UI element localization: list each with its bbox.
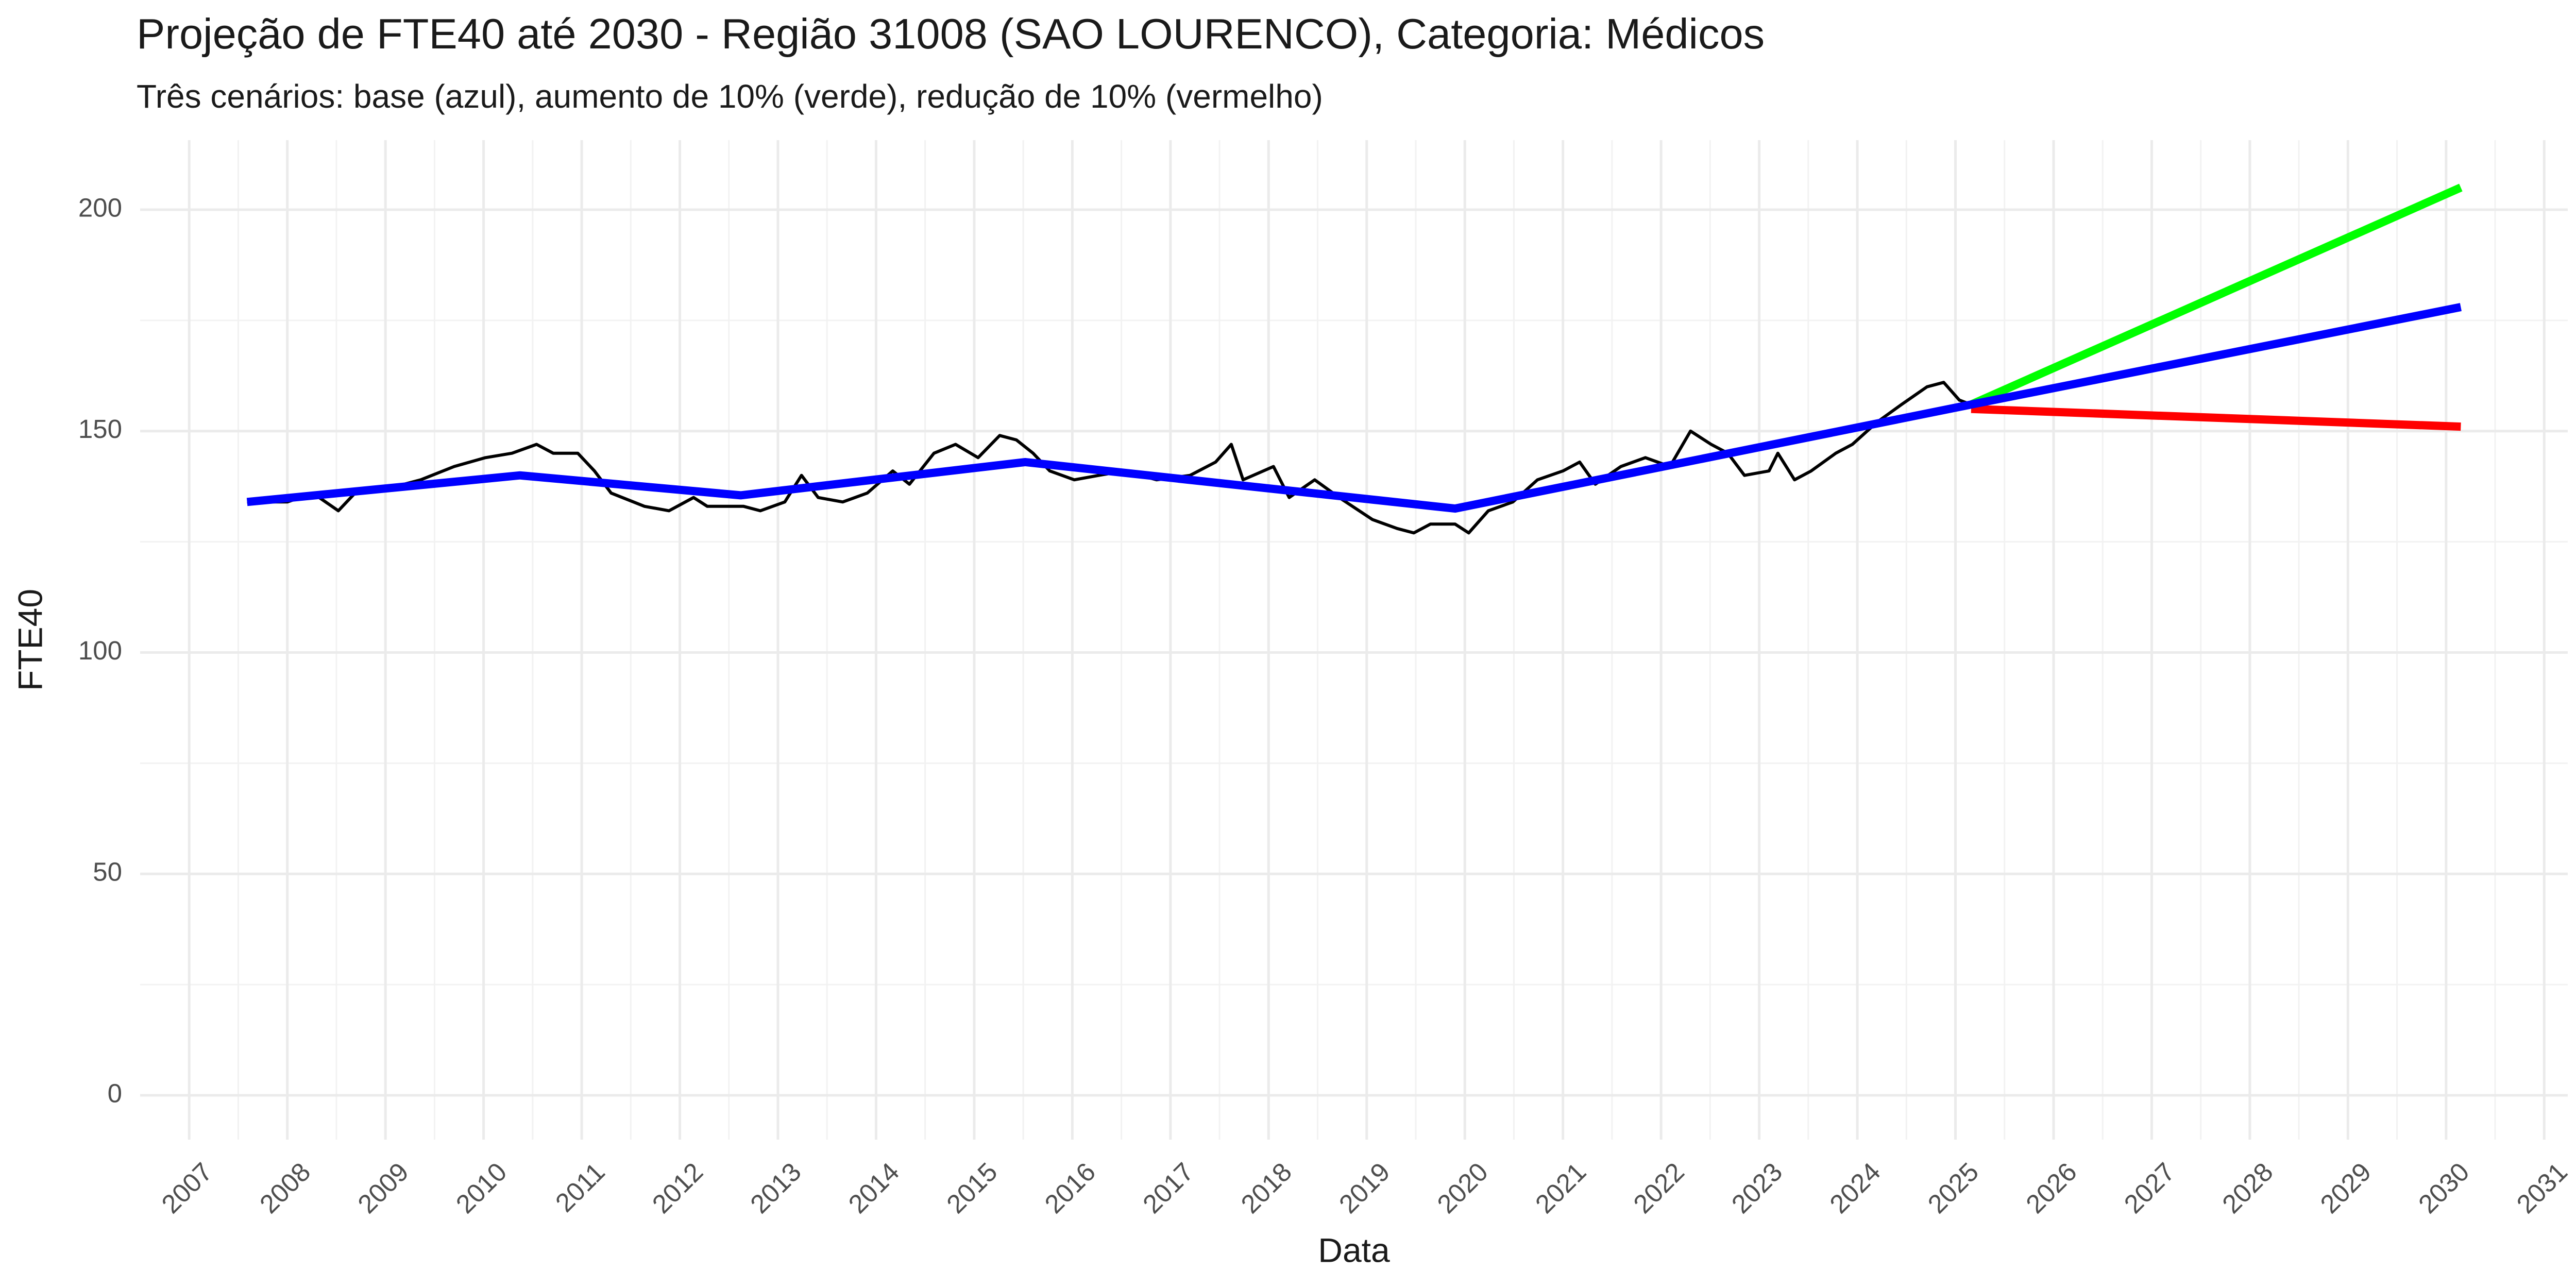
x-tick-label: 2011: [550, 1157, 611, 1217]
x-tick-label: 2030: [2413, 1157, 2475, 1219]
grid: [140, 140, 2568, 1140]
x-tick-label: 2012: [647, 1157, 709, 1219]
x-axis-label: Data: [1318, 1231, 1390, 1269]
x-tick-label: 2013: [744, 1157, 807, 1219]
y-tick-label: 200: [78, 193, 122, 222]
x-tick-label: 2008: [254, 1157, 316, 1219]
x-tick-label: 2016: [1039, 1157, 1101, 1219]
x-tick-label: 2029: [2315, 1157, 2377, 1219]
chart-title: Projeção de FTE40 até 2030 - Região 3100…: [137, 10, 1765, 58]
x-tick-label: 2027: [2119, 1157, 2181, 1219]
y-tick-label: 0: [108, 1079, 122, 1108]
x-tick-label: 2007: [156, 1157, 218, 1219]
x-tick-label: 2028: [2216, 1157, 2279, 1219]
x-tick-label: 2018: [1235, 1157, 1298, 1219]
x-tick-label: 2025: [1922, 1157, 1985, 1219]
y-tick-label: 100: [78, 636, 122, 665]
x-tick-label: 2020: [1431, 1157, 1494, 1219]
lines: [246, 183, 2463, 535]
series-line: [246, 303, 2462, 513]
x-tick-label: 2023: [1726, 1157, 1788, 1219]
labels: 2007 2008 2009 2010 2011 2012 2013 2014 2015 2016…: [78, 193, 2573, 1219]
x-tick-label: 2014: [843, 1157, 905, 1219]
x-tick-label: 2010: [450, 1157, 513, 1219]
y-tick-label: 150: [78, 414, 122, 444]
y-tick-label: 50: [93, 857, 122, 887]
x-tick-label: 2019: [1333, 1157, 1396, 1219]
chart-subtitle: Três cenários: base (azul), aumento de 1…: [137, 78, 1323, 115]
x-tick-label: 2017: [1137, 1157, 1199, 1219]
x-tick-label: 2026: [2020, 1157, 2082, 1219]
x-tick-label: 2031: [2511, 1157, 2573, 1219]
y-axis-label: FTE40: [11, 589, 49, 691]
series-line: [1971, 404, 2461, 431]
x-tick-label: 2021: [1530, 1157, 1592, 1219]
x-tick-label: 2022: [1628, 1157, 1690, 1219]
series-line: [1969, 183, 2463, 409]
x-tick-label: 2015: [941, 1157, 1003, 1219]
x-tick-label: 2024: [1824, 1157, 1886, 1219]
x-tick-label: 2009: [352, 1157, 414, 1219]
